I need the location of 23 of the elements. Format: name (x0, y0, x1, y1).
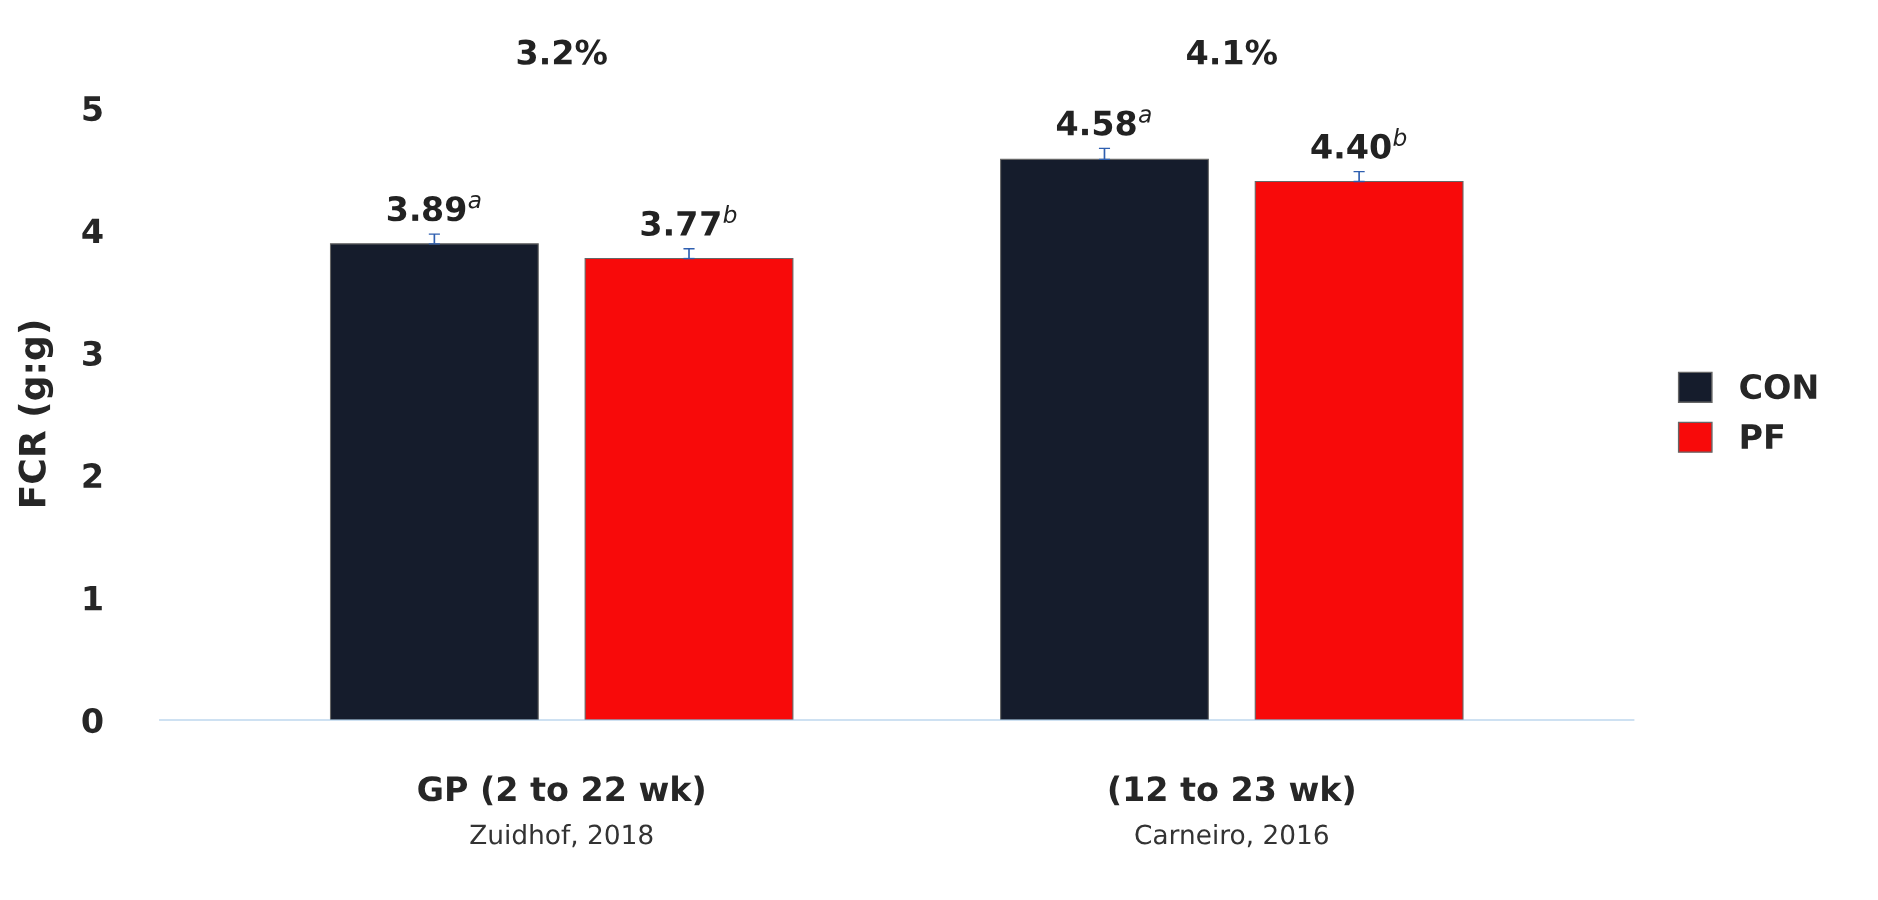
bar (329, 243, 539, 720)
legend-label: PF (1741, 424, 1783, 449)
text: 4.1% (1187, 39, 1277, 65)
data-label: 3.89$^{a}$ (387, 195, 481, 222)
bar (1254, 180, 1464, 720)
y-tick-label: 2 (83, 463, 102, 488)
y-tick-label: 5 (83, 96, 102, 122)
text: Carneiro, 2016 (1135, 824, 1328, 848)
data-label: 4.40$^{b}$ (1311, 127, 1407, 159)
bar (1000, 158, 1209, 720)
y-tick-label: 3 (83, 340, 102, 366)
bar (584, 257, 794, 720)
x-tick-label: (12 to 23 wk) (1109, 775, 1354, 806)
legend-label: CON (1740, 373, 1817, 400)
y-tick-label: 0 (82, 707, 103, 734)
x-tick-label: GP (2 to 22 wk) (418, 775, 704, 806)
y-tick-label: 1 (84, 585, 102, 611)
data-label: 4.58$^{a}$ (1056, 109, 1151, 136)
data-label: 3.77$^{b}$ (641, 205, 737, 237)
text: 3.2% (517, 39, 607, 65)
y-axis-title: FCR (g:g) (17, 321, 54, 507)
text: Zuidhof, 2018 (470, 824, 653, 848)
y-tick-label: 4 (82, 218, 103, 244)
